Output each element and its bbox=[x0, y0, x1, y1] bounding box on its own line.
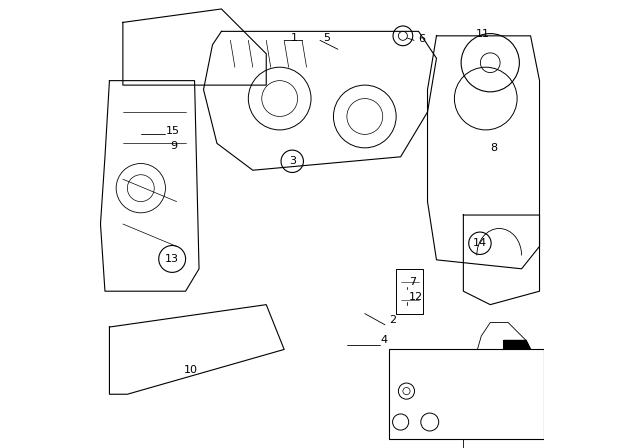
Text: 3: 3 bbox=[425, 414, 432, 424]
Text: CCC64162: CCC64162 bbox=[445, 430, 490, 439]
Text: 3: 3 bbox=[289, 156, 296, 166]
Polygon shape bbox=[504, 340, 540, 403]
Text: 11: 11 bbox=[476, 29, 490, 39]
Text: 2: 2 bbox=[389, 315, 397, 325]
Text: 4: 4 bbox=[380, 336, 388, 345]
Text: 13: 13 bbox=[401, 376, 415, 386]
Text: 15: 15 bbox=[165, 126, 179, 136]
Text: 12: 12 bbox=[409, 292, 423, 302]
Bar bbox=[389, 349, 544, 439]
Text: 7: 7 bbox=[409, 277, 416, 287]
Text: 5: 5 bbox=[324, 33, 331, 43]
Text: 10: 10 bbox=[184, 365, 197, 375]
Text: 8: 8 bbox=[490, 143, 497, 153]
Text: 13: 13 bbox=[165, 254, 179, 264]
Text: 6: 6 bbox=[419, 34, 426, 44]
Text: 1: 1 bbox=[291, 33, 298, 43]
Text: 9: 9 bbox=[170, 141, 177, 151]
Text: 14: 14 bbox=[473, 238, 487, 248]
Text: 14: 14 bbox=[392, 415, 406, 425]
